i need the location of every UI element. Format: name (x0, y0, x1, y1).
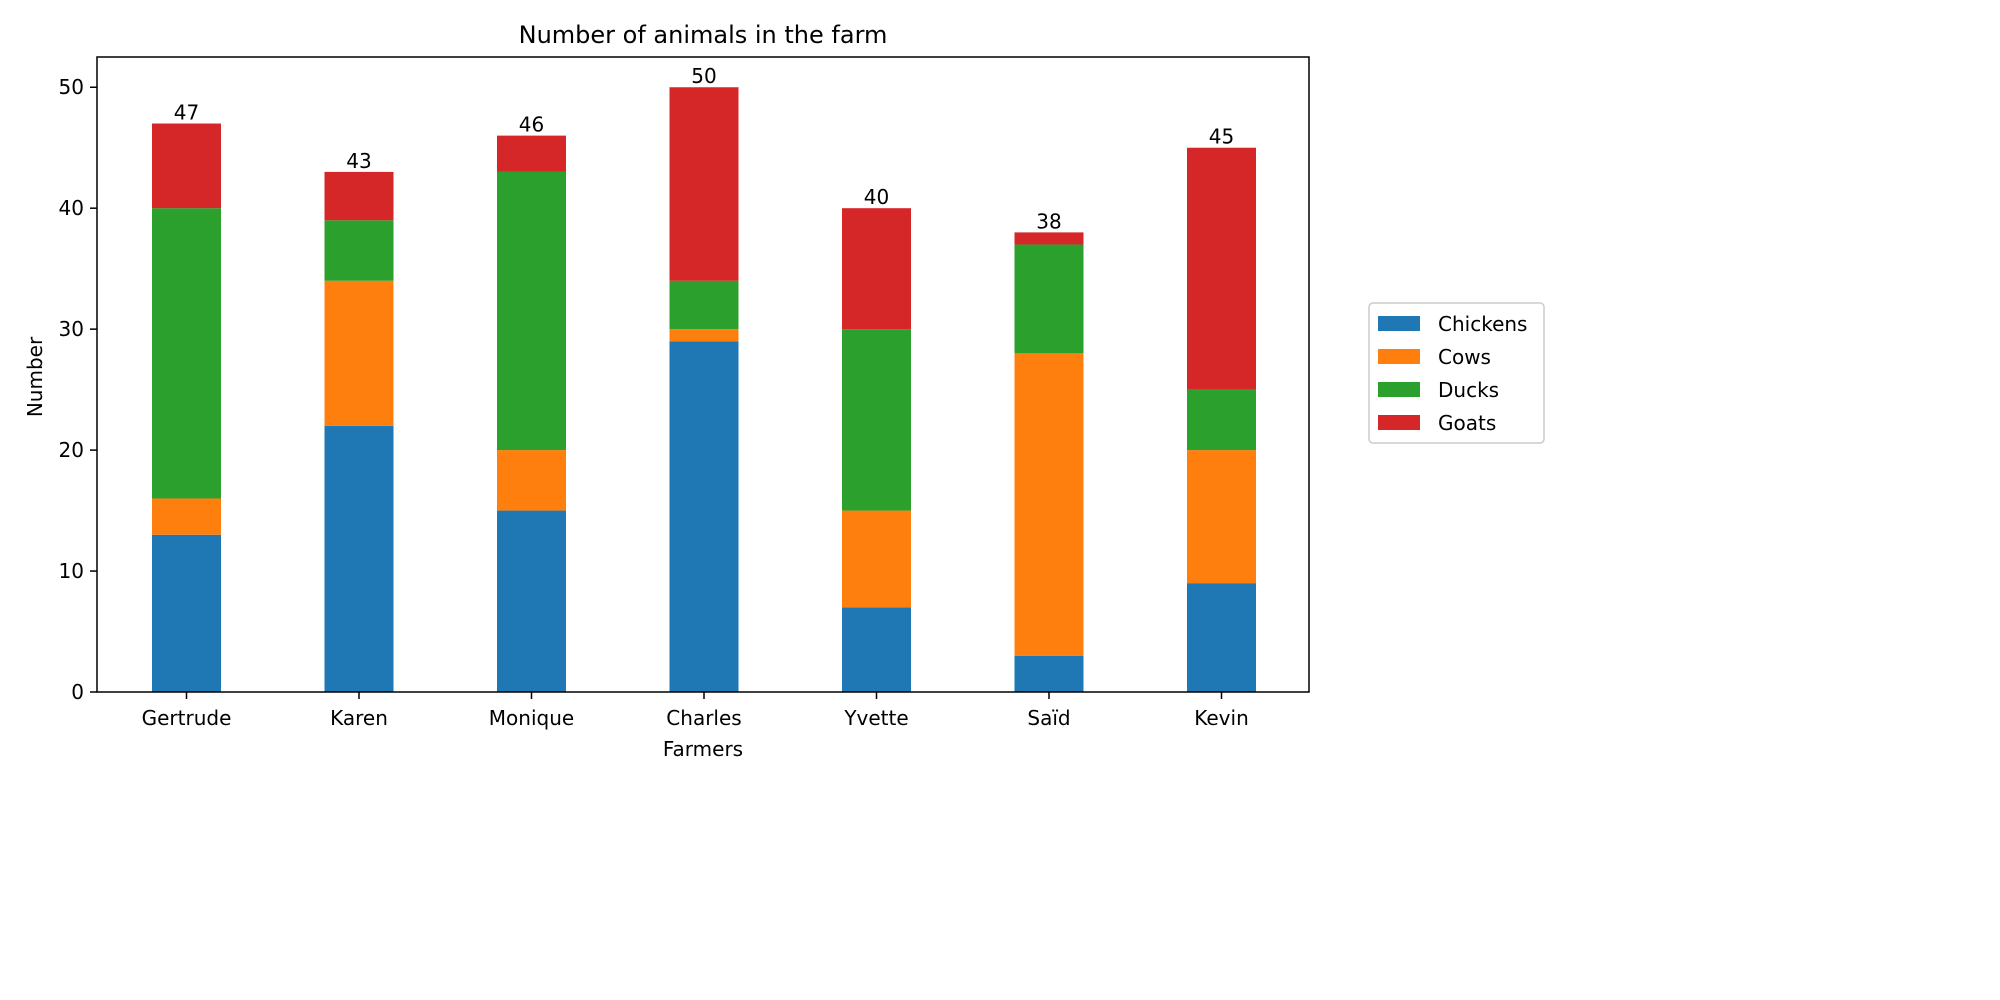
bar-cows-said (1014, 353, 1084, 656)
legend-label-ducks: Ducks (1438, 378, 1499, 402)
bar-ducks-monique (497, 171, 566, 451)
bar-ducks-gertrude (152, 208, 221, 499)
legend-swatch-ducks (1378, 382, 1420, 397)
total-label-said: 38 (1036, 209, 1061, 233)
bar-chickens-karen (324, 425, 394, 692)
y-tick-label: 30 (59, 317, 84, 341)
legend-swatch-cows (1378, 349, 1420, 364)
x-tick-label-charles: Charles (666, 706, 741, 730)
total-label-monique: 46 (519, 113, 544, 137)
y-tick-label: 20 (59, 438, 84, 462)
x-tick-label-monique: Monique (489, 706, 574, 730)
x-tick-label-gertrude: Gertrude (142, 706, 232, 730)
legend-label-goats: Goats (1438, 411, 1496, 435)
bar-chickens-yvette (842, 607, 911, 692)
bar-cows-gertrude (152, 498, 221, 535)
bar-cows-karen (324, 280, 394, 426)
x-axis-label: Farmers (663, 737, 743, 761)
y-tick-label: 40 (59, 196, 84, 220)
bar-chickens-said (1014, 655, 1084, 692)
bar-ducks-kevin (1187, 389, 1256, 451)
chart-container: Number of animals in the farm Number Far… (23, 21, 1545, 761)
y-axis-label: Number (23, 336, 47, 417)
bar-cows-charles (669, 329, 739, 342)
legend-item-goats: Goats (1378, 411, 1496, 435)
bar-cows-yvette (842, 510, 911, 608)
bar-goats-said (1014, 232, 1084, 245)
legend-item-chickens: Chickens (1378, 312, 1527, 336)
legend-frame (1368, 302, 1545, 444)
bar-goats-charles (669, 87, 739, 281)
bar-chickens-monique (497, 510, 566, 692)
bar-goats-yvette (842, 208, 911, 330)
total-label-karen: 43 (346, 149, 371, 173)
legend-item-cows: Cows (1378, 345, 1491, 369)
legend-item-ducks: Ducks (1378, 378, 1499, 402)
total-labels: 47 43 46 50 40 38 45 (174, 64, 1234, 233)
total-label-charles: 50 (691, 64, 716, 88)
x-tick-label-kevin: Kevin (1194, 706, 1249, 730)
bar-ducks-karen (324, 220, 394, 281)
bar-goats-kevin (1187, 147, 1256, 390)
bar-cows-kevin (1187, 450, 1256, 584)
y-axis: 0 10 20 30 40 50 (59, 75, 97, 704)
total-label-kevin: 45 (1209, 125, 1234, 149)
bar-chickens-gertrude (152, 534, 221, 692)
stacked-bar-chart: Number of animals in the farm Number Far… (23, 21, 1545, 761)
x-tick-label-karen: Karen (330, 706, 388, 730)
total-label-yvette: 40 (864, 185, 889, 209)
x-tick-label-yvette: Yvette (843, 706, 908, 730)
y-tick-label: 10 (59, 559, 84, 583)
legend-label-chickens: Chickens (1438, 312, 1527, 336)
total-label-gertrude: 47 (174, 101, 199, 125)
bar-chickens-kevin (1187, 583, 1256, 692)
bar-ducks-yvette (842, 329, 911, 511)
bar-goats-gertrude (152, 123, 221, 209)
bar-goats-monique (497, 135, 566, 172)
plot-frame (96, 56, 1310, 693)
bar-ducks-charles (669, 280, 739, 330)
legend-swatch-chickens (1378, 316, 1420, 331)
y-tick-label: 50 (59, 75, 84, 99)
legend-swatch-goats (1378, 415, 1420, 430)
bars-layer (152, 87, 1256, 692)
chart-title: Number of animals in the farm (519, 21, 888, 49)
y-tick-label: 0 (71, 680, 84, 704)
legend-label-cows: Cows (1438, 345, 1491, 369)
x-axis: Gertrude Karen Monique Charles Yvette Saïd Kev… (142, 692, 1249, 730)
bar-goats-karen (324, 171, 394, 221)
legend: Chickens Cows Ducks Goats (1368, 302, 1545, 444)
x-tick-label-said: Saïd (1027, 706, 1070, 730)
bar-cows-monique (497, 450, 566, 511)
bar-ducks-said (1014, 244, 1084, 354)
bar-chickens-charles (669, 341, 739, 692)
